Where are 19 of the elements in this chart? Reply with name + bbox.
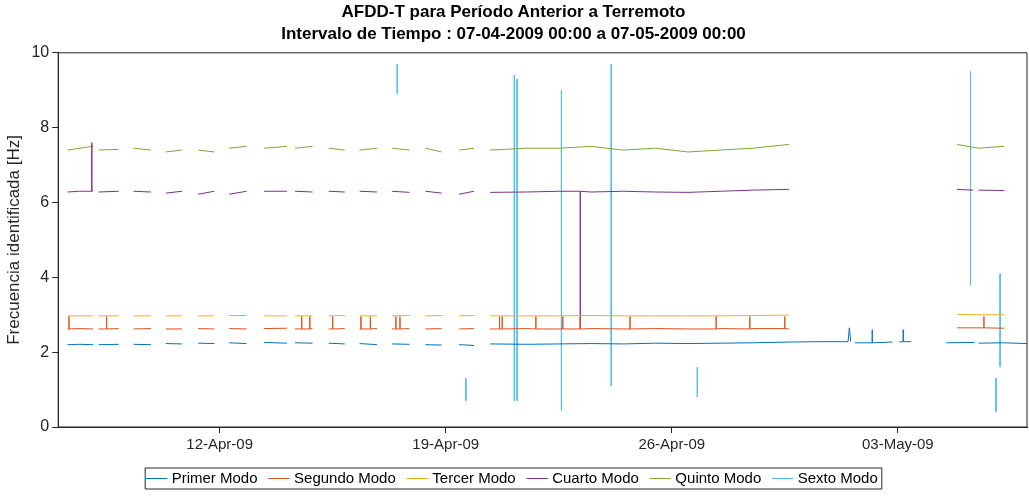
x-tick-label: 12-Apr-09 xyxy=(186,435,254,453)
legend-label: Primer Modo xyxy=(171,468,258,486)
y-tick-label: 2 xyxy=(40,342,50,360)
y-tick-label: 0 xyxy=(40,417,50,435)
y-tick-label: 10 xyxy=(31,43,50,61)
chart-subtitle: Intervalo de Tiempo : 07-04-2009 00:00 a 07-05-2009 00:00 xyxy=(281,24,746,44)
chart-title: AFDD-T para Período Anterior a Terremoto xyxy=(341,1,686,21)
y-axis-title: Frecuencia identificada [Hz] xyxy=(3,135,23,345)
legend-label: Cuarto Modo xyxy=(552,468,639,486)
legend-label: Quinto Modo xyxy=(675,468,762,486)
legend-label: Sexto Modo xyxy=(797,468,878,486)
x-tick-label: 26-Apr-09 xyxy=(638,435,706,453)
y-tick-label: 6 xyxy=(40,192,50,210)
y-tick-label: 8 xyxy=(40,118,50,136)
legend-label: Tercer Modo xyxy=(432,468,516,486)
legend-label: Segundo Modo xyxy=(294,468,396,486)
x-tick-label: 19-Apr-09 xyxy=(412,435,480,453)
x-tick-label: 03-May-09 xyxy=(861,435,934,453)
y-tick-label: 4 xyxy=(40,267,50,285)
